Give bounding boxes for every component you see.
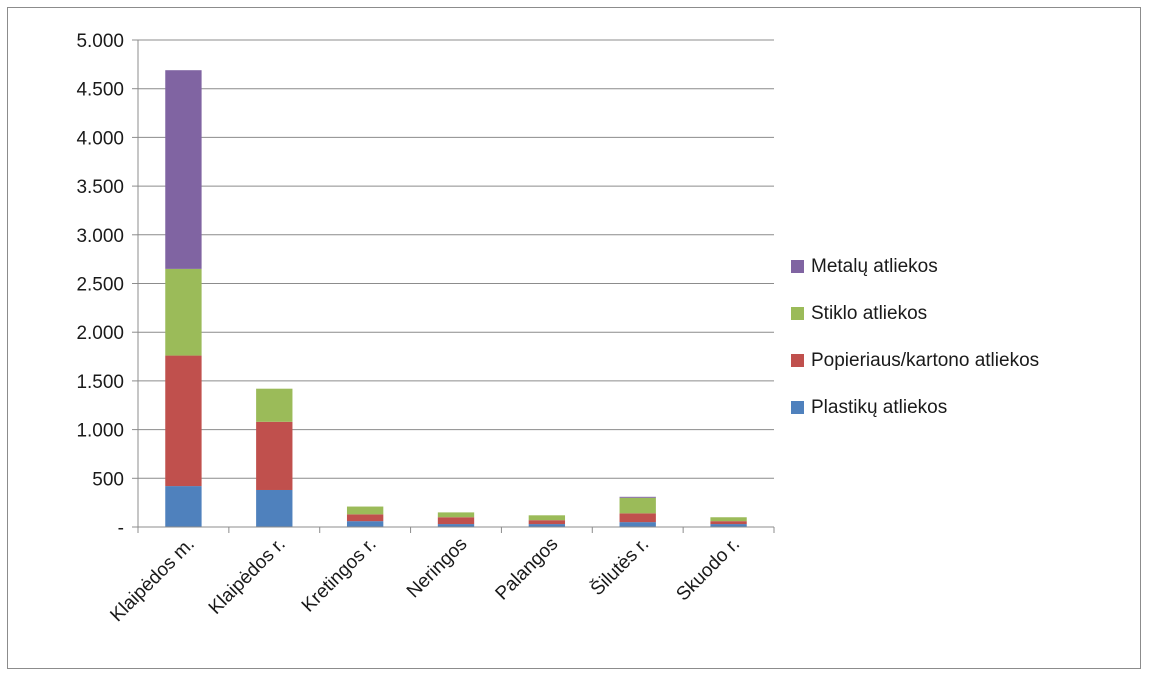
x-tick-label: Klaipėdos m. [106, 534, 199, 627]
legend-label: Metalų atliekos [811, 256, 938, 277]
bar-segment [346, 514, 384, 522]
bar-segment [256, 489, 293, 527]
y-tick-label: 500 [92, 469, 124, 490]
y-tick-label: 3.500 [76, 177, 124, 198]
bar-segment [710, 524, 747, 527]
legend-item: Popieriaus/kartono atliekos [791, 350, 1039, 371]
y-tick-label: - [118, 518, 124, 539]
bar-segment [165, 70, 202, 269]
x-axis-tick-labels: Klaipėdos m. Klaipėdos r. Kretingos r. Neri… [106, 533, 744, 626]
bar-segment [619, 522, 656, 527]
x-tick-label: Kretingos r. [298, 534, 381, 617]
bar-segment [165, 486, 202, 527]
legend-swatch [791, 260, 804, 273]
bar-segment [710, 521, 747, 525]
legend-label: Popieriaus/kartono atliekos [811, 350, 1039, 371]
bar-segment [165, 268, 202, 356]
bar-segment [710, 517, 747, 522]
bar-segment [437, 524, 475, 527]
gridlines [138, 39, 774, 479]
y-tick-label: 3.000 [76, 226, 124, 247]
legend-label: Stiklo atliekos [811, 303, 927, 324]
bar-segment [346, 521, 384, 527]
bar-segment [619, 513, 656, 523]
x-tick-label: Palangos [492, 534, 563, 605]
y-tick-label: 1.000 [76, 421, 124, 442]
bar-segment [528, 524, 566, 527]
legend: Metalų atliekos Stiklo atliekos Popieriaus… [791, 256, 1039, 418]
legend-swatch [791, 354, 804, 367]
bar-segment [619, 496, 656, 498]
y-tick-label: 5.000 [76, 31, 124, 52]
legend-swatch [791, 307, 804, 320]
y-tick-label: 1.500 [76, 372, 124, 393]
y-tick-label: 4.500 [76, 80, 124, 101]
bar-segment [528, 520, 566, 525]
x-tick-label: Klaipėdos r. [205, 534, 290, 619]
y-axis-tick-labels: - 500 1.000 1.500 2.000 2.500 3.000 3.500 4.000 4… [76, 31, 124, 539]
bar-segment [165, 355, 202, 487]
stacked-bar-chart: - 500 1.000 1.500 2.000 2.500 3.000 3.500 4.000 4… [76, 31, 1039, 626]
bar-segment [256, 421, 293, 490]
legend-swatch [791, 401, 804, 414]
bar-segment [437, 517, 475, 525]
legend-item: Plastikų atliekos [791, 397, 947, 418]
y-tick-label: 2.000 [76, 323, 124, 344]
y-tick-label: 2.500 [76, 275, 124, 296]
x-tick-label: Neringos [403, 534, 472, 603]
bars [165, 70, 747, 527]
x-tick-label: Šilutės r. [586, 533, 653, 600]
legend-label: Plastikų atliekos [811, 397, 947, 418]
legend-item: Stiklo atliekos [791, 303, 927, 324]
bar-segment [437, 512, 475, 518]
bar-segment [619, 497, 656, 514]
bar-segment [346, 506, 384, 515]
chart-frame: - 500 1.000 1.500 2.000 2.500 3.000 3.500 4.000 4… [7, 7, 1141, 669]
bar-segment [528, 515, 566, 521]
y-tick-label: 4.000 [76, 128, 124, 149]
bar-segment [256, 388, 293, 422]
legend-item: Metalų atliekos [791, 256, 938, 277]
x-tick-label: Skuodo r. [672, 534, 744, 606]
axes [132, 39, 775, 533]
